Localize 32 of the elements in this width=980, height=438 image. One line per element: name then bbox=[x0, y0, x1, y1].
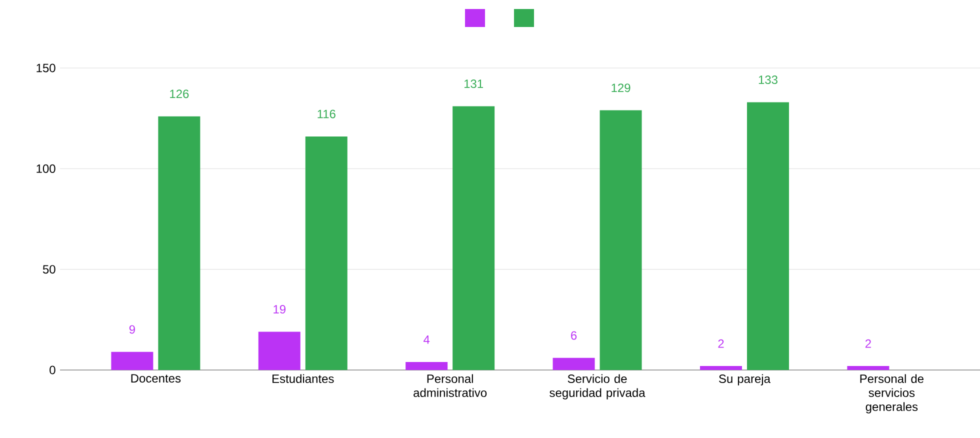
y-tick-label: 100 bbox=[36, 164, 56, 173]
data-label: 131 bbox=[464, 80, 484, 88]
bar bbox=[305, 136, 348, 370]
data-label: 2 bbox=[865, 339, 871, 348]
bar bbox=[700, 366, 742, 370]
bar bbox=[406, 362, 448, 370]
x-tick-label: Servicio de seguridad privada bbox=[550, 374, 646, 400]
bar bbox=[746, 102, 789, 370]
bar bbox=[158, 116, 200, 370]
bar bbox=[847, 366, 890, 370]
data-label: 6 bbox=[571, 331, 577, 340]
x-tick-label: Personal de servicios generales bbox=[860, 374, 924, 414]
x-tick-label: Su pareja bbox=[719, 374, 770, 386]
y-tick-label: 0 bbox=[50, 366, 56, 374]
data-label: 129 bbox=[612, 84, 630, 92]
bar bbox=[452, 106, 495, 370]
data-label: 19 bbox=[274, 305, 286, 314]
x-tick-label: Personal administrativo bbox=[414, 374, 487, 398]
data-label: 116 bbox=[318, 110, 336, 118]
bar bbox=[111, 352, 154, 370]
x-tick-label: Estudiantes bbox=[272, 374, 334, 384]
y-tick-label: 50 bbox=[42, 265, 56, 274]
data-label: 133 bbox=[758, 76, 778, 84]
x-tick-label: Docentes bbox=[131, 374, 181, 383]
data-label: 126 bbox=[170, 90, 189, 98]
data-label: 4 bbox=[424, 336, 430, 344]
data-label: 2 bbox=[718, 339, 724, 348]
bar bbox=[258, 332, 300, 370]
y-tick-label: 150 bbox=[36, 64, 56, 72]
data-label: 9 bbox=[129, 325, 135, 334]
bar bbox=[552, 358, 595, 370]
bar bbox=[600, 110, 642, 370]
